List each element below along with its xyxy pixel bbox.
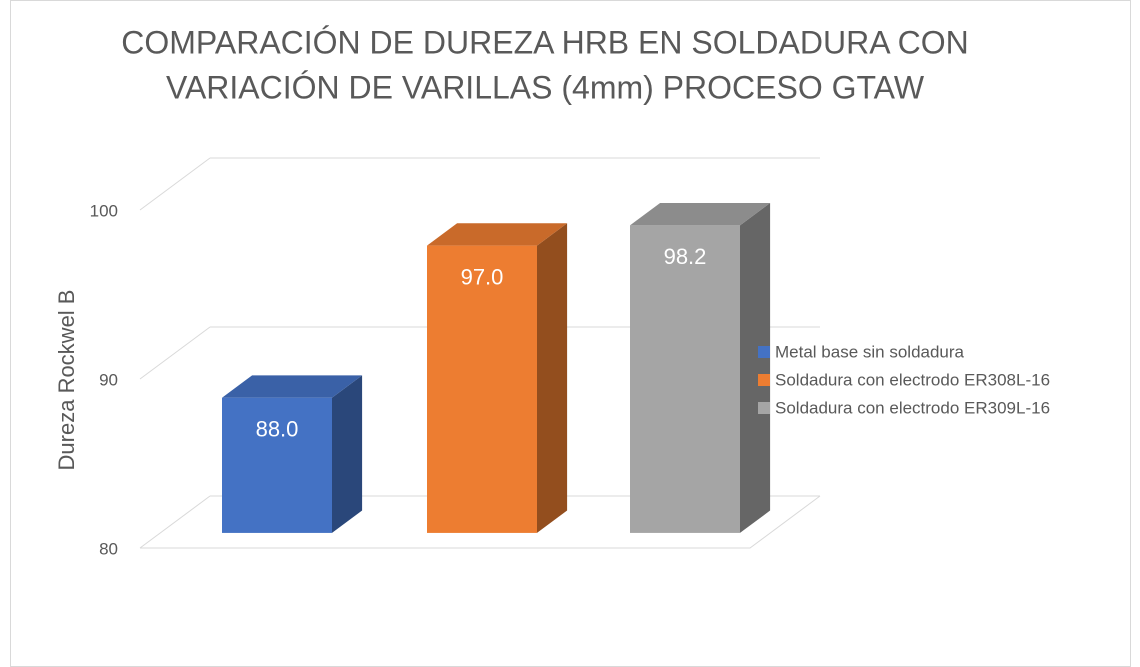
y-tick-label: 80 [99,539,118,558]
y-axis-label: Dureza Rockwel B [54,290,79,471]
bar-side [537,223,568,533]
y-tick-label: 90 [99,370,118,389]
bar-side [332,375,363,533]
chart-border [10,0,1131,667]
grid-line [139,495,211,549]
grid-line [139,326,211,380]
bar [427,245,537,533]
legend-label: Soldadura con electrodo ER308L-16 [775,370,1050,389]
bar [630,225,740,533]
data-label: 97.0 [461,264,504,289]
floor [140,495,821,549]
chart-title: COMPARACIÓN DE DUREZA HRB EN SOLDADURA C… [121,24,969,60]
grid-line [139,157,211,211]
bar-top [222,375,363,398]
y-tick-label: 100 [90,201,118,220]
legend-label: Metal base sin soldadura [775,342,965,361]
data-label: 88.0 [256,417,299,442]
data-label: 98.2 [664,244,707,269]
legend-label: Soldadura con electrodo ER309L-16 [775,398,1050,417]
bar-side [740,202,771,533]
bar-top [427,223,568,246]
legend-swatch [758,346,770,358]
legend-swatch [758,374,770,386]
bar [222,397,332,533]
bar-top [630,202,771,226]
legend-swatch [758,402,770,414]
chart-subtitle: VARIACIÓN DE VARILLAS (4mm) PROCESO GTAW [166,69,925,105]
